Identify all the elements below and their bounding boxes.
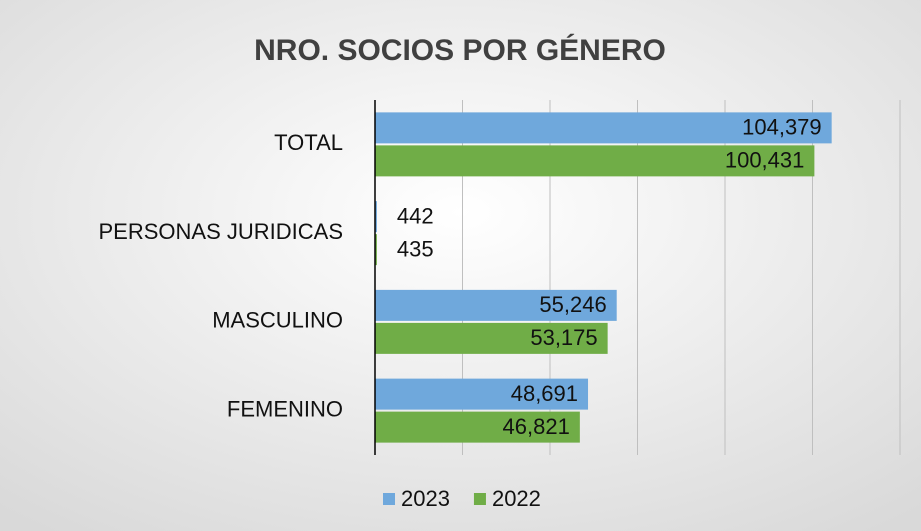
data-label: 46,821: [503, 414, 570, 439]
data-label: 100,431: [725, 148, 805, 173]
bar: [375, 378, 589, 410]
bar: [375, 145, 815, 177]
legend-label: 2023: [401, 486, 450, 511]
bar: [375, 112, 832, 144]
bar: [375, 289, 617, 321]
y-tick-label: FEMENINO: [227, 396, 343, 421]
bar: [375, 201, 377, 233]
data-label: 55,246: [539, 292, 606, 317]
y-tick-label: TOTAL: [274, 130, 343, 155]
legend-swatch: [383, 493, 395, 505]
data-label: 48,691: [511, 381, 578, 406]
bar: [375, 411, 580, 443]
y-tick-label: MASCULINO: [212, 308, 343, 333]
bar: [375, 322, 608, 354]
data-label: 442: [397, 203, 434, 228]
legend-label: 2022: [492, 486, 541, 511]
data-label: 104,379: [742, 115, 822, 140]
y-tick-label: PERSONAS JURIDICAS: [99, 219, 344, 244]
legend-swatch: [473, 493, 486, 505]
data-label: 435: [397, 236, 434, 261]
chart-title: NRO. SOCIOS POR GÉNERO: [254, 33, 666, 67]
bar: [375, 234, 377, 266]
data-label: 53,175: [530, 325, 597, 350]
